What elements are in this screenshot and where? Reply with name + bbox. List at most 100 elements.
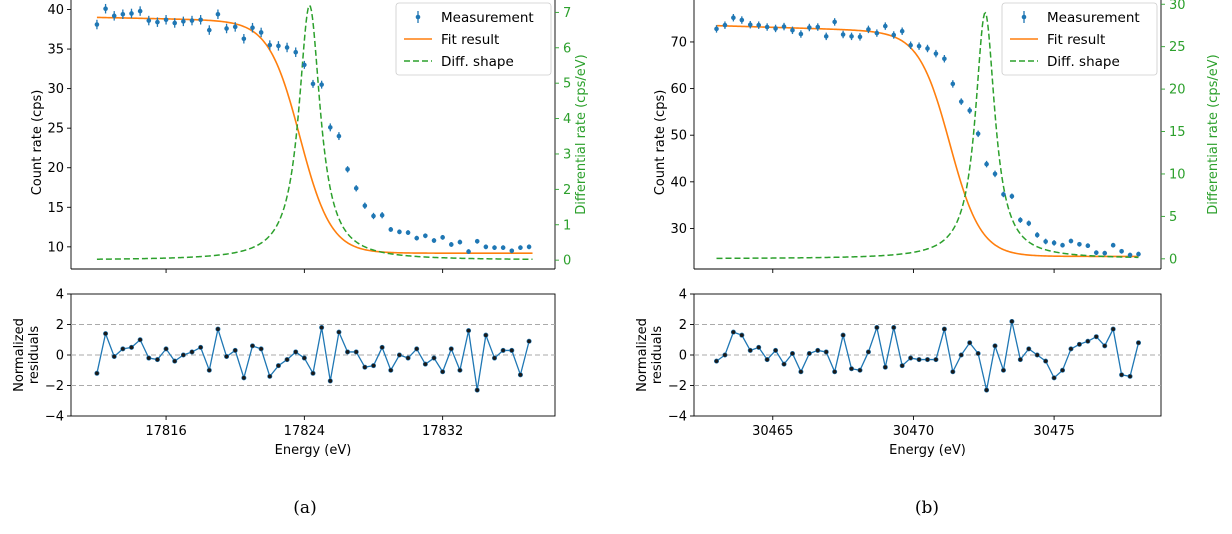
residual-point bbox=[379, 344, 385, 350]
measurement-point bbox=[1026, 221, 1032, 226]
measurement-point bbox=[198, 17, 203, 23]
measurement-point bbox=[181, 19, 186, 24]
residual-point bbox=[1135, 340, 1141, 346]
residual-point bbox=[840, 332, 846, 338]
measurement-point bbox=[466, 249, 471, 254]
y2-tick-label: 5 bbox=[563, 77, 571, 92]
y-tick-label: 20 bbox=[47, 161, 64, 176]
measurement-point bbox=[992, 171, 998, 177]
residual-y-tick-label: 2 bbox=[56, 318, 64, 333]
residual-point bbox=[474, 387, 480, 393]
measurement-point bbox=[448, 242, 454, 247]
measurement-point bbox=[731, 15, 736, 21]
y-axis-label: Count rate (cps) bbox=[653, 90, 668, 196]
measurement-point bbox=[773, 26, 778, 31]
legend-label: Diff. shape bbox=[1047, 54, 1120, 70]
diff-shape-line bbox=[96, 4, 533, 261]
residual-point bbox=[992, 343, 998, 349]
residual-point bbox=[891, 325, 897, 331]
residual-point bbox=[773, 347, 779, 353]
residual-point bbox=[267, 373, 273, 379]
residual-point bbox=[327, 378, 333, 384]
measurement-point bbox=[815, 24, 821, 30]
residual-point bbox=[1110, 326, 1116, 332]
residual-point bbox=[823, 349, 829, 355]
measurement-point bbox=[1009, 193, 1015, 199]
measurement-point bbox=[241, 36, 247, 42]
residual-point bbox=[466, 328, 472, 334]
measurement-point bbox=[431, 238, 437, 243]
residual-point bbox=[319, 325, 325, 331]
measurement-point bbox=[1060, 242, 1065, 248]
residual-point bbox=[1068, 346, 1074, 352]
residual-point bbox=[1026, 346, 1032, 352]
residual-point bbox=[422, 361, 428, 367]
residual-point bbox=[722, 352, 728, 358]
measurement-point bbox=[984, 161, 989, 167]
residual-point bbox=[1102, 343, 1108, 349]
residual-y-tick-label: 0 bbox=[679, 349, 687, 364]
measurement-point bbox=[492, 245, 497, 250]
measurement-point bbox=[1068, 238, 1074, 244]
measurement-point bbox=[500, 245, 506, 250]
residual-point bbox=[806, 350, 812, 356]
residual-point bbox=[258, 346, 264, 352]
residual-point bbox=[137, 337, 143, 343]
residual-y-tick-label: −4 bbox=[45, 410, 64, 425]
legend-measurement-marker bbox=[1021, 14, 1027, 20]
residual-point bbox=[310, 370, 316, 376]
residual-point bbox=[353, 349, 359, 355]
residual-point bbox=[739, 332, 745, 338]
residual-line bbox=[716, 321, 1140, 391]
measurement-point bbox=[714, 26, 719, 32]
measurement-point bbox=[215, 11, 221, 17]
measurement-point bbox=[1018, 217, 1023, 223]
measurement-point bbox=[319, 82, 324, 87]
residual-point bbox=[491, 355, 497, 361]
measurement-point bbox=[457, 239, 463, 245]
residual-point bbox=[958, 352, 964, 358]
residuals-y-label-line: Normalized bbox=[12, 318, 27, 392]
residual-point bbox=[241, 375, 247, 381]
residual-point bbox=[1009, 318, 1015, 324]
measurement-point bbox=[1136, 251, 1141, 257]
measurement-point bbox=[423, 233, 428, 239]
legend: Measurement Fit result Diff. shape bbox=[1001, 2, 1158, 76]
measurement-point bbox=[798, 31, 804, 37]
y-tick-label: 50 bbox=[670, 129, 687, 144]
measurement-point bbox=[111, 13, 117, 19]
residual-point bbox=[509, 347, 515, 353]
measurement-point bbox=[302, 62, 307, 68]
residual-point bbox=[967, 340, 973, 346]
measurement-point bbox=[1127, 252, 1133, 258]
measurement-point bbox=[267, 42, 273, 48]
residual-point bbox=[448, 346, 454, 352]
residual-point bbox=[908, 355, 914, 361]
residual-point bbox=[293, 349, 299, 355]
measurement-point bbox=[518, 245, 523, 250]
measurement-point bbox=[327, 125, 333, 130]
residual-point bbox=[1017, 357, 1023, 363]
x-tick-label: 17832 bbox=[422, 424, 463, 439]
residual-point bbox=[815, 347, 821, 353]
residual-point bbox=[730, 329, 736, 335]
y2-tick-label: 1 bbox=[563, 218, 571, 233]
measurement-point bbox=[832, 19, 837, 25]
residual-point bbox=[388, 367, 394, 373]
residual-point bbox=[94, 370, 100, 376]
residual-point bbox=[345, 349, 351, 355]
measurement-point bbox=[379, 212, 385, 218]
y2-tick-label: 5 bbox=[1169, 210, 1177, 225]
residual-point bbox=[933, 357, 939, 363]
measurement-point bbox=[747, 22, 753, 28]
residual-point bbox=[1076, 341, 1082, 347]
x-tick-label: 30470 bbox=[893, 424, 934, 439]
y-tick-label: 40 bbox=[670, 175, 687, 190]
residual-point bbox=[154, 357, 160, 363]
measurement-point bbox=[925, 46, 930, 51]
residual-point bbox=[362, 364, 368, 370]
residual-point bbox=[1043, 358, 1049, 364]
y2-tick-label: 3 bbox=[563, 147, 571, 162]
legend-box bbox=[1001, 2, 1158, 76]
